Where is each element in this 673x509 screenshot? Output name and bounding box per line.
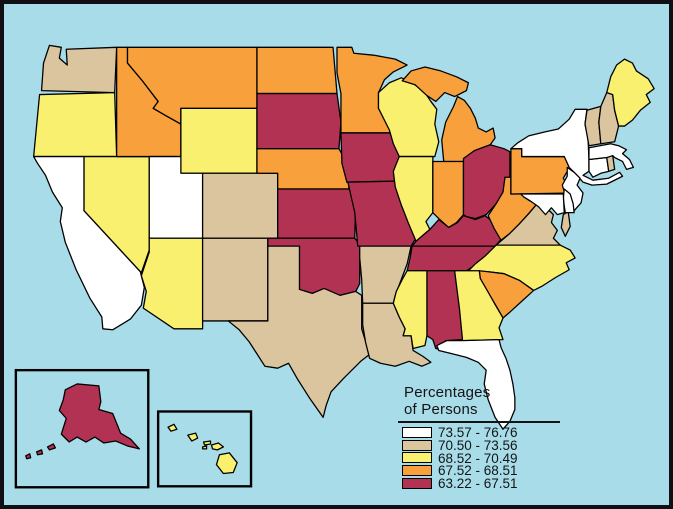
state-TX bbox=[227, 245, 371, 419]
state-OR bbox=[33, 91, 118, 158]
legend-swatch-class-1 bbox=[402, 426, 432, 438]
state-MD bbox=[520, 193, 565, 216]
legend-label-class-4: 67.52 - 68.51 bbox=[438, 463, 518, 479]
hawaii-island-lanai bbox=[201, 445, 208, 450]
legend-label-class-1: 73.57 - 76.76 bbox=[438, 424, 518, 440]
alaska-aleutian-island bbox=[35, 449, 44, 456]
state-KS bbox=[277, 188, 357, 239]
alaska-aleutian-island bbox=[46, 443, 57, 451]
hawaii-inset bbox=[156, 410, 253, 488]
state-NY bbox=[510, 108, 624, 186]
legend-row: 70.50 - 73.56 bbox=[396, 437, 568, 453]
us-choropleth-map bbox=[14, 44, 655, 489]
hawaii-island-big-island bbox=[215, 452, 238, 475]
state-NC bbox=[467, 244, 576, 292]
state-RI bbox=[606, 154, 616, 172]
hawaii-island-maui bbox=[210, 442, 225, 451]
state-NM bbox=[201, 237, 269, 322]
state-AK bbox=[58, 383, 141, 450]
state-MS bbox=[392, 270, 428, 350]
legend-title-line1: Percentages bbox=[404, 384, 491, 401]
legend-row: 73.57 - 76.76 bbox=[396, 424, 568, 440]
legend-row: 63.22 - 67.51 bbox=[396, 476, 568, 492]
legend-swatch-class-3 bbox=[402, 452, 432, 464]
map-legend: Percentages of Persons 73.57 - 76.76 70.… bbox=[396, 384, 568, 492]
legend-label-class-3: 68.52 - 70.49 bbox=[438, 450, 518, 466]
legend-swatch-class-5 bbox=[402, 478, 432, 490]
hawaii-island-oahu bbox=[187, 432, 199, 442]
state-WY bbox=[180, 107, 258, 174]
state-ND bbox=[256, 46, 338, 95]
legend-swatch-class-4 bbox=[402, 465, 432, 477]
hawaii-inset-box bbox=[156, 410, 253, 488]
legend-underline bbox=[398, 421, 560, 423]
state-VA-eastern-shore bbox=[560, 211, 571, 237]
legend-label-class-5: 63.22 - 67.51 bbox=[438, 476, 518, 492]
alaska-aleutian-island bbox=[25, 453, 32, 460]
state-WA bbox=[40, 44, 118, 94]
state-VT bbox=[584, 105, 602, 147]
hawaii-island-kauai bbox=[167, 423, 178, 432]
alaska-inset bbox=[14, 368, 150, 489]
alaska-inset-box bbox=[14, 368, 150, 489]
hawaii-island-molokai bbox=[202, 440, 212, 446]
legend-row: 68.52 - 70.49 bbox=[396, 450, 568, 466]
legend-label-class-2: 70.50 - 73.56 bbox=[438, 437, 518, 453]
state-CT bbox=[588, 156, 610, 178]
state-ME bbox=[606, 58, 655, 127]
legend-row: 67.52 - 68.51 bbox=[396, 463, 568, 479]
conus-states bbox=[33, 44, 655, 430]
legend-swatch-class-2 bbox=[402, 439, 432, 451]
state-SD bbox=[256, 92, 342, 150]
state-AZ bbox=[140, 237, 204, 330]
state-IN bbox=[432, 160, 465, 229]
state-MN bbox=[336, 46, 408, 134]
legend-title-line2: of Persons bbox=[404, 400, 478, 418]
state-CO bbox=[201, 172, 279, 239]
state-MI-upper bbox=[401, 66, 470, 103]
state-MA bbox=[588, 143, 635, 170]
